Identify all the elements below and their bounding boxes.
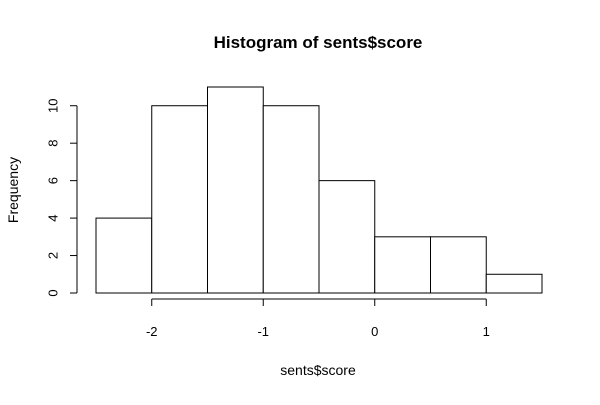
y-tick-label: 8 <box>46 140 61 147</box>
y-tick-label: 6 <box>46 177 61 184</box>
y-tick-label: 2 <box>46 252 61 259</box>
y-axis-label: Frequency <box>5 157 21 223</box>
x-tick-label: -1 <box>257 324 269 339</box>
histogram-bar <box>318 180 376 294</box>
histogram-bars <box>95 86 543 294</box>
histogram-bar <box>374 236 431 294</box>
histogram-bar <box>207 86 264 294</box>
x-axis-label: sents$score <box>280 362 356 378</box>
histogram-bar <box>151 105 208 294</box>
x-tick-label: -2 <box>146 324 158 339</box>
y-axis: 0 2 4 6 8 10 <box>46 98 78 297</box>
y-tick-label: 4 <box>46 214 61 221</box>
y-tick-label: 0 <box>46 289 61 296</box>
chart-title: Histogram of sents$score <box>214 33 423 52</box>
histogram-bar <box>485 273 543 294</box>
x-tick-label: 1 <box>483 324 490 339</box>
x-axis: -2 -1 0 1 <box>146 298 490 339</box>
histogram-bar <box>430 236 487 294</box>
y-tick-label: 10 <box>46 98 61 112</box>
x-tick-label: 0 <box>371 324 378 339</box>
histogram-bar <box>262 105 320 294</box>
histogram-bar <box>95 217 153 294</box>
